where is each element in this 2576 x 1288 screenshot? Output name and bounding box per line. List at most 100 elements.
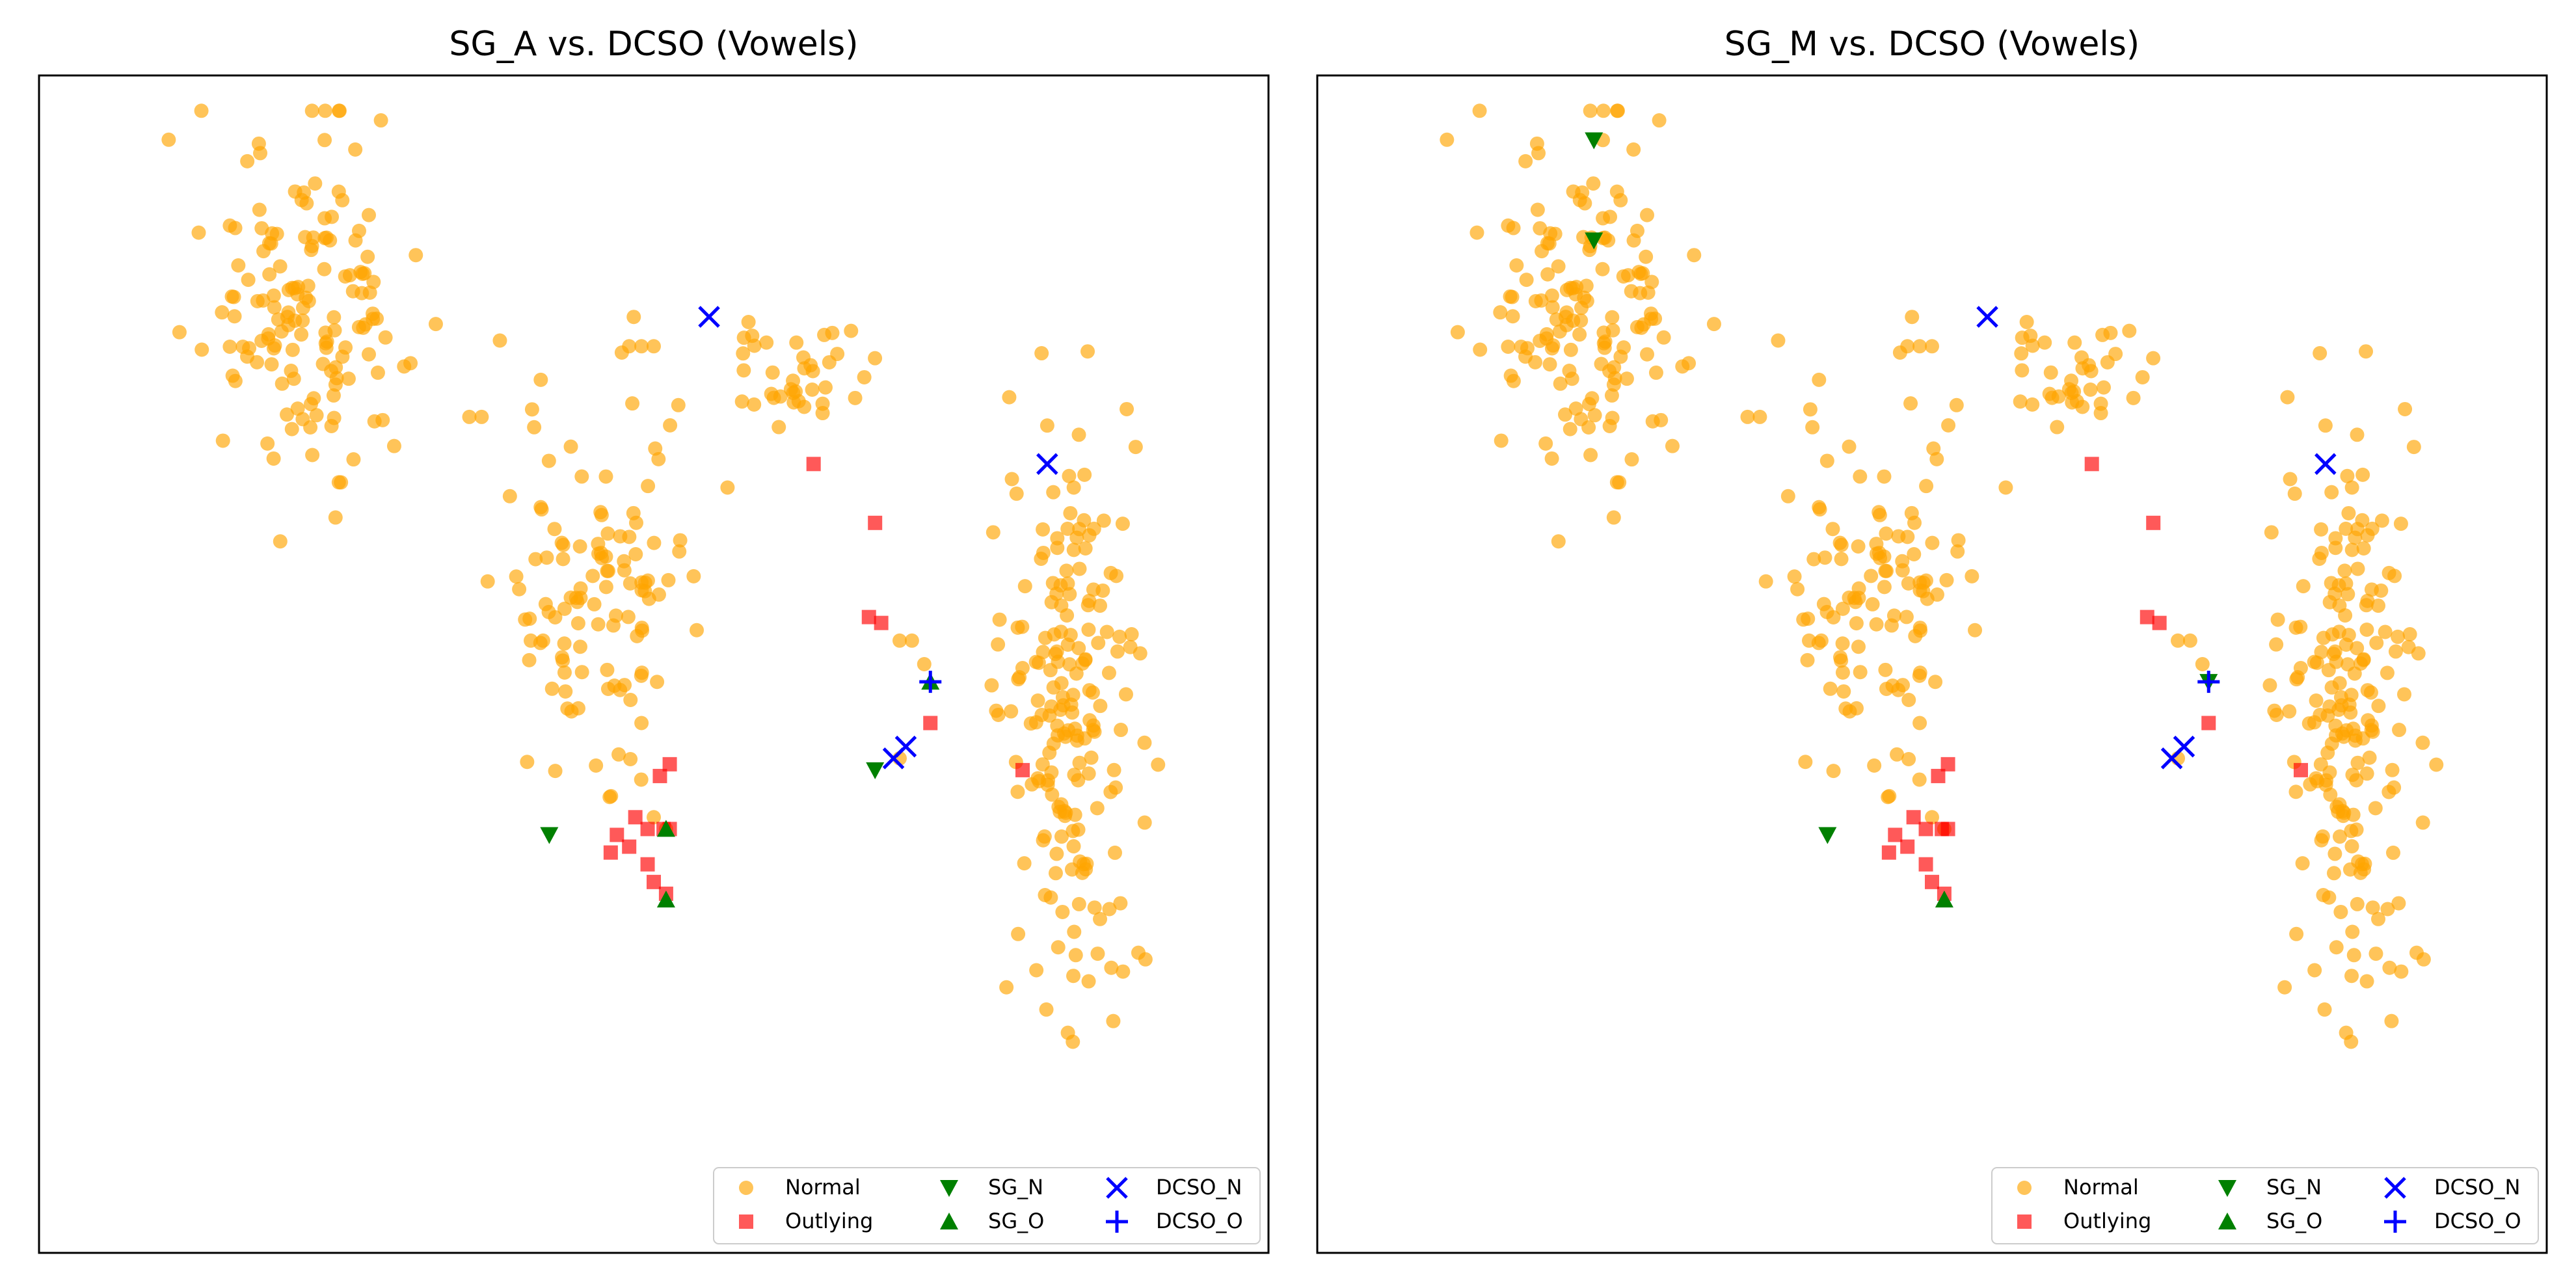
point-outlying [1881,845,1896,860]
point-normal [647,810,661,825]
point-normal [805,382,820,397]
point-normal [1950,544,1965,559]
point-normal [991,707,1006,722]
point-normal [1066,839,1081,853]
point-normal [594,507,609,522]
point-normal [512,582,527,597]
point-normal [215,305,230,320]
point-normal [1612,475,1627,490]
point-normal [2416,952,2431,967]
point-normal [299,290,314,305]
point-normal [2328,586,2342,601]
legend-markers [739,1177,1128,1233]
point-normal [366,312,381,327]
point-normal [2339,521,2354,536]
point-normal [2392,723,2407,738]
point-normal [1552,324,1567,339]
point-outlying [1931,768,1946,783]
point-normal [1051,940,1066,955]
point-normal [1635,266,1650,281]
point-normal [614,345,629,360]
point-normal [1063,505,1078,520]
point-normal [984,678,999,693]
point-normal [1062,468,1077,483]
point-sg-n [1818,827,1837,844]
point-normal [462,409,477,424]
legend-label-dcso-n: DCSO_N [1156,1175,1242,1200]
point-outlying [1900,839,1915,854]
point-normal [1049,644,1064,659]
point-normal [373,113,388,128]
point-normal [1151,757,1166,772]
point-dcso-n [698,306,720,328]
point-normal [2283,472,2298,487]
point-normal [1873,550,1888,565]
point-normal [2349,773,2364,788]
point-normal [1787,569,1802,584]
point-normal [315,356,330,371]
point-normal [1706,317,1721,332]
point-normal [1916,584,1931,598]
point-normal [1566,184,1581,199]
point-normal [1771,333,1786,348]
point-normal [736,346,751,361]
point-normal [1619,371,1634,386]
point-normal [1066,480,1081,495]
point-normal [2354,857,2369,872]
point-normal [522,652,537,667]
point-normal [2415,735,2430,750]
point-normal [1758,574,1773,589]
scatter-points [1440,103,2444,1049]
point-normal [558,684,573,699]
point-normal [2371,699,2386,714]
point-normal [1890,747,1905,762]
point-normal [2270,612,2285,627]
point-normal [759,335,774,350]
point-normal [1084,750,1099,765]
point-normal [194,103,209,118]
point-normal [1082,683,1097,698]
point-normal [1780,489,1795,503]
point-normal [747,338,762,353]
point-normal [1901,692,1916,707]
legend-marker-dcso-n [1106,1177,1128,1199]
point-normal [2368,801,2383,816]
point-normal [1087,900,1102,915]
point-normal [2333,690,2348,704]
point-normal [231,258,246,273]
point-normal [2393,517,2408,531]
point-normal [1900,530,1915,544]
point-normal [2374,583,2389,598]
point-normal [547,522,562,537]
point-normal [2328,531,2343,546]
point-normal [1585,391,1600,406]
legend-marker-normal [739,1181,753,1195]
point-normal [1596,211,1611,226]
point-normal [1919,479,1934,494]
point-normal [1586,176,1601,191]
point-normal [361,208,376,222]
point-outlying [1940,757,1955,771]
point-normal [1925,810,1939,825]
point-normal [1563,422,1577,436]
point-normal [1562,364,1577,379]
point-normal [2135,369,2150,384]
point-normal [2337,563,2352,578]
point-normal [1639,249,1654,264]
point-normal [1613,193,1628,208]
point-normal [326,388,341,403]
point-normal [2262,678,2277,693]
point-normal [520,755,535,770]
point-normal [267,300,282,315]
legend-label-outlying: Outlying [2063,1209,2151,1233]
point-normal [585,569,600,584]
point-normal [1017,856,1032,871]
point-normal [634,339,649,354]
point-normal [274,324,289,339]
point-normal [1542,357,1557,372]
point-normal [348,233,363,248]
point-outlying [861,610,876,624]
point-normal [1834,552,1849,567]
point-normal [1060,608,1075,623]
point-normal [1066,543,1081,557]
